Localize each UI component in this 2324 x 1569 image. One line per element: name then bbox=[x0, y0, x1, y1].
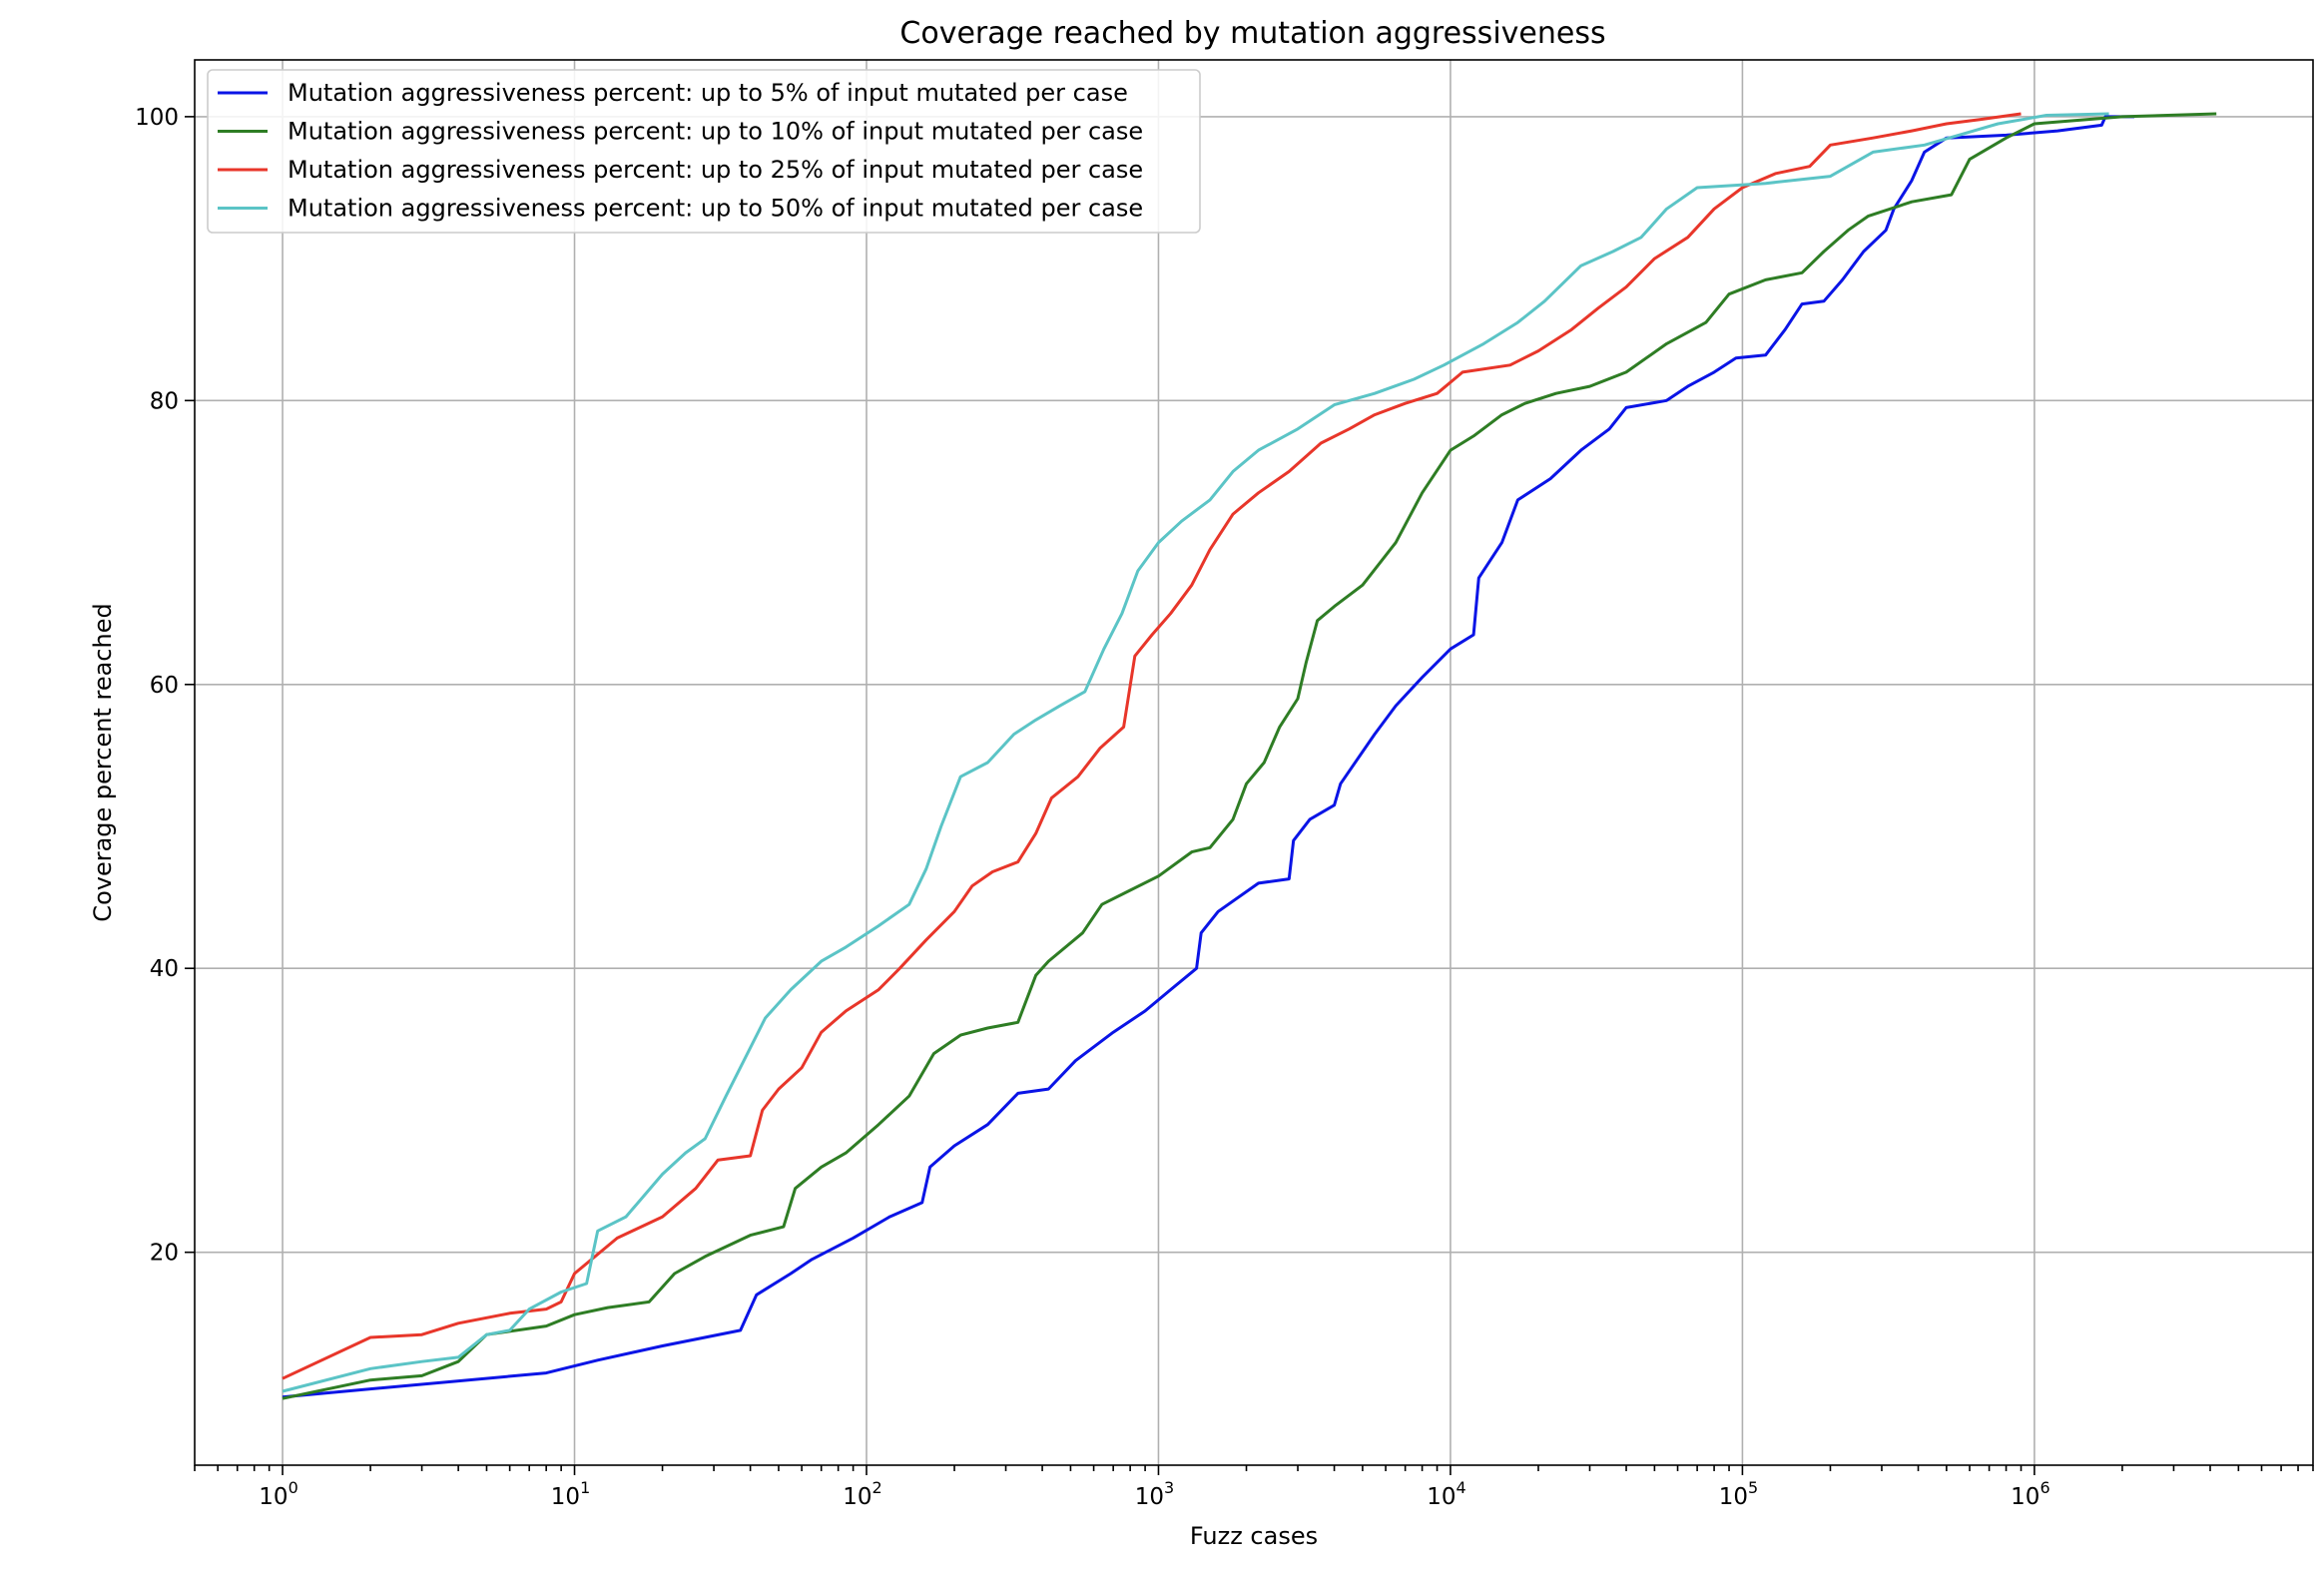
y-tick-label: 100 bbox=[135, 105, 179, 131]
x-tick-label: 103 bbox=[1135, 1478, 1174, 1510]
y-tick-label: 60 bbox=[150, 673, 179, 699]
x-tick-label: 100 bbox=[259, 1478, 297, 1510]
axis-ticks: 100 101 102 103 104 105 106 20 40 60 80 100 bbox=[135, 105, 2314, 1510]
series-line-1 bbox=[282, 115, 2135, 1399]
x-tick-label: 102 bbox=[843, 1478, 881, 1510]
plot-frame bbox=[194, 59, 2314, 1466]
legend-label-1: Mutation aggressiveness percent: up to 5… bbox=[288, 79, 1128, 107]
x-tick-label: 104 bbox=[1427, 1478, 1465, 1510]
y-tick-label: 20 bbox=[150, 1241, 179, 1267]
series-lines bbox=[282, 112, 2217, 1400]
x-tick-label: 101 bbox=[551, 1478, 590, 1510]
legend-label-3: Mutation aggressiveness percent: up to 2… bbox=[288, 156, 1143, 184]
y-tick-label: 40 bbox=[150, 956, 179, 982]
legend-label-4: Mutation aggressiveness percent: up to 5… bbox=[288, 195, 1143, 223]
legend: Mutation aggressiveness percent: up to 5… bbox=[207, 69, 1201, 234]
series-line-3 bbox=[282, 112, 2022, 1380]
y-axis-label: Coverage percent reached bbox=[89, 603, 117, 921]
chart-title: Coverage reached by mutation aggressiven… bbox=[899, 16, 1605, 51]
x-tick-label: 106 bbox=[2011, 1478, 2049, 1510]
x-tick-label: 105 bbox=[1719, 1478, 1758, 1510]
x-axis-label: Fuzz cases bbox=[1190, 1522, 1318, 1550]
legend-label-2: Mutation aggressiveness percent: up to 1… bbox=[288, 118, 1143, 146]
legend-box bbox=[207, 69, 1201, 234]
series-line-4 bbox=[282, 112, 2109, 1393]
y-tick-label: 80 bbox=[150, 388, 179, 414]
series-line-2 bbox=[282, 112, 2217, 1400]
grid-lines bbox=[195, 60, 2313, 1465]
